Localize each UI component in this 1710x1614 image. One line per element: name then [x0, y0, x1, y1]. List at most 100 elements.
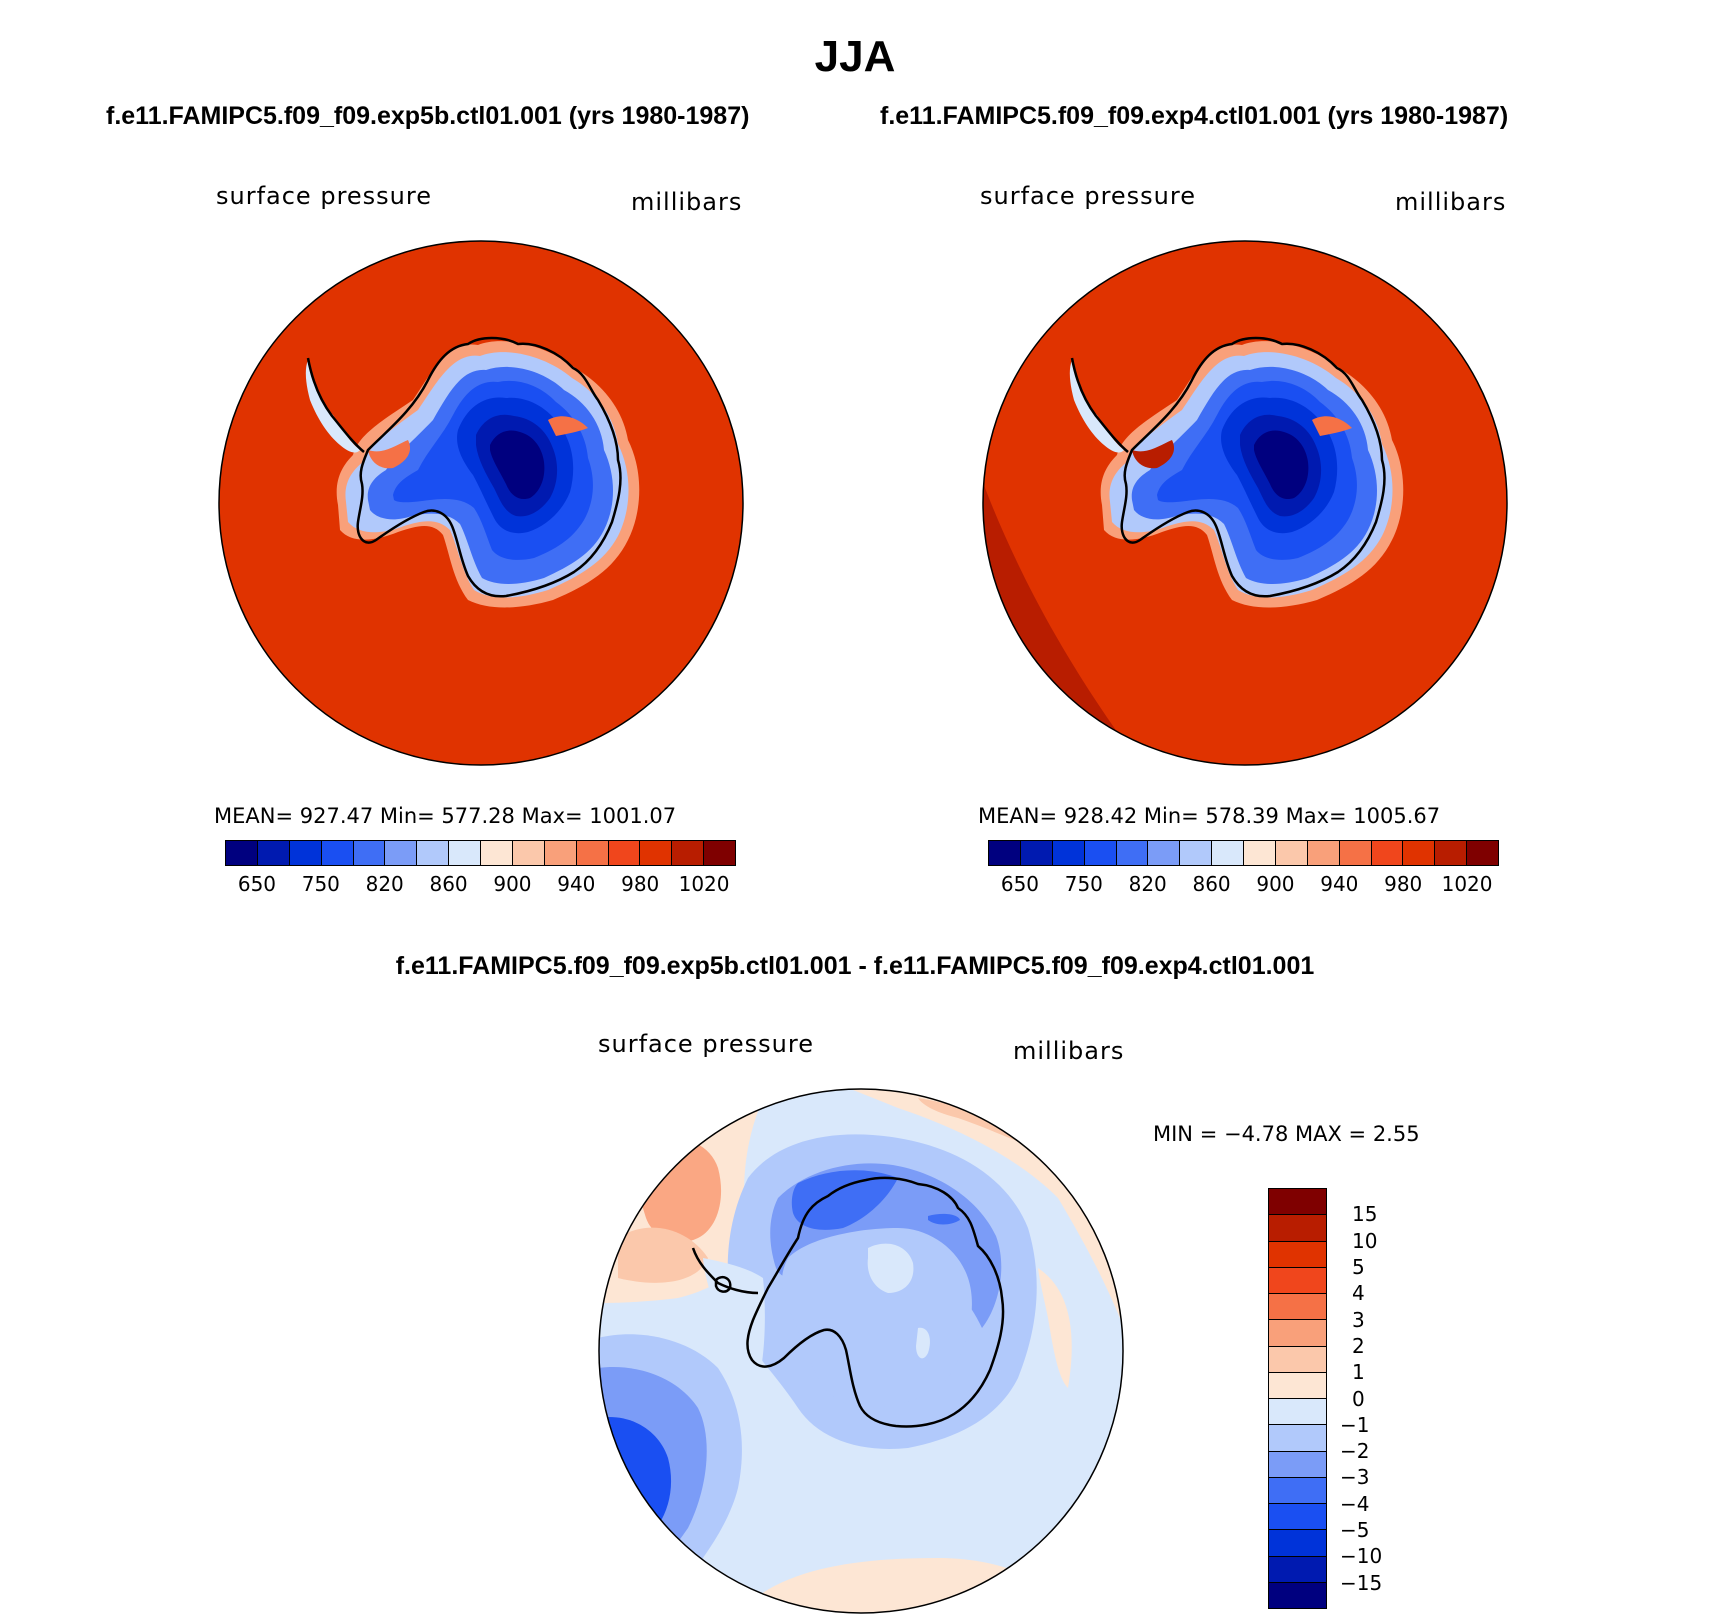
diff-colorbar-tick-label: 3 — [1352, 1307, 1365, 1332]
right-units-label: millibars — [1395, 188, 1507, 216]
right-colorbar-swatch — [1435, 841, 1468, 865]
right-colorbar-swatch — [989, 841, 1021, 865]
left-colorbar-swatch — [608, 841, 641, 865]
right-colorbar-tick-label: 1020 — [1441, 872, 1493, 896]
left-colorbar-swatch — [544, 841, 577, 865]
diff-colorbar-swatch — [1269, 1294, 1326, 1321]
diff-colorbar-swatch — [1269, 1582, 1326, 1608]
left-colorbar-tick-label: 940 — [557, 872, 596, 896]
left-colorbar-tick-label: 820 — [365, 872, 404, 896]
right-colorbar-swatch — [1020, 841, 1053, 865]
right-colorbar-swatch — [1307, 841, 1340, 865]
left-colorbar-swatch — [321, 841, 354, 865]
diff-colorbar-tick-label: −5 — [1340, 1518, 1370, 1543]
left-colorbar-swatch — [449, 841, 481, 865]
right-coastline — [1120, 336, 1386, 598]
diff-colorbar-swatch — [1269, 1372, 1326, 1399]
right-colorbar-swatch — [1116, 841, 1149, 865]
diff-colorbar-swatch — [1269, 1320, 1326, 1347]
left-colorbar-swatch — [640, 841, 673, 865]
diff-colorbar: 15 10 5 4 3 2 1 0 −1 −2 −3 −4 −5 −10 −15 — [1268, 1188, 1382, 1609]
right-colorbar: 650 750 820 860 900 940 980 1020 — [988, 840, 1499, 900]
left-colorbar-swatch — [512, 841, 545, 865]
diff-colorbar-swatch — [1269, 1504, 1326, 1531]
right-colorbar-swatch — [1212, 841, 1244, 865]
diff-colorbar-swatch — [1269, 1530, 1326, 1557]
diff-colorbar-tick-label: −2 — [1340, 1439, 1370, 1464]
diff-colorbar-tick-label: −4 — [1340, 1491, 1370, 1516]
diff-colorbar-swatch — [1269, 1425, 1326, 1452]
main-title: JJA — [814, 32, 896, 81]
diff-coastline — [746, 1176, 1005, 1428]
right-colorbar-tick-label: 820 — [1128, 872, 1167, 896]
left-polar-map — [218, 240, 744, 766]
diff-colorbar-tick-label: −15 — [1340, 1570, 1383, 1595]
diff-colorbar-tick-label: 5 — [1352, 1254, 1365, 1279]
diff-colorbar-swatch — [1269, 1399, 1326, 1426]
left-colorbar-tick-label: 650 — [237, 872, 277, 896]
right-colorbar-tick-label: 940 — [1320, 872, 1359, 896]
right-variable-label: surface pressure — [980, 182, 1196, 210]
right-colorbar-tick-label: 750 — [1064, 872, 1103, 896]
left-colorbar-swatch — [672, 841, 705, 865]
diff-units-label: millibars — [1013, 1037, 1125, 1065]
left-colorbar-swatch — [417, 841, 450, 865]
left-colorbar-tick-label: 980 — [621, 872, 660, 896]
right-colorbar-tick-label: 980 — [1384, 872, 1423, 896]
left-colorbar-swatch — [353, 841, 386, 865]
right-colorbar-swatch — [1180, 841, 1213, 865]
diff-colorbar-swatch — [1269, 1215, 1326, 1242]
diff-colorbar-swatch — [1269, 1241, 1326, 1268]
right-stats: MEAN= 928.42 Min= 578.39 Max= 1005.67 — [978, 804, 1441, 828]
diff-subtitle: f.e11.FAMIPC5.f09_f09.exp5b.ctl01.001 - … — [395, 952, 1315, 980]
left-stats: MEAN= 927.47 Min= 577.28 Max= 1001.07 — [214, 804, 677, 828]
diff-colorbar-tick-label: 1 — [1352, 1360, 1365, 1385]
right-colorbar-swatch — [1052, 841, 1085, 865]
left-colorbar-swatch — [226, 841, 258, 865]
right-colorbar-swatch — [1148, 841, 1181, 865]
right-colorbar-swatch — [1403, 841, 1436, 865]
right-polar-map — [982, 240, 1508, 766]
diff-polar-map — [598, 1088, 1124, 1614]
right-colorbar-swatch — [1339, 841, 1372, 865]
diff-colorbar-swatch — [1269, 1556, 1326, 1583]
right-colorbar-tick-label: 900 — [1256, 872, 1295, 896]
diff-colorbar-tick-label: 0 — [1352, 1386, 1365, 1411]
left-units-label: millibars — [631, 188, 743, 216]
left-colorbar-swatch — [704, 841, 735, 865]
left-coastline — [356, 336, 622, 598]
left-colorbar-swatch — [385, 841, 418, 865]
right-colorbar-tick-label: 650 — [1000, 872, 1040, 896]
left-colorbar: 650 750 820 860 900 940 980 1020 — [225, 840, 736, 900]
diff-colorbar-tick-label: −10 — [1340, 1544, 1383, 1569]
right-colorbar-swatch — [1467, 841, 1498, 865]
diff-colorbar-tick-label: 4 — [1352, 1281, 1365, 1306]
right-colorbar-swatch — [1084, 841, 1117, 865]
diff-colorbar-tick-label: −1 — [1340, 1412, 1370, 1437]
left-colorbar-swatch — [289, 841, 322, 865]
diff-colorbar-swatch — [1269, 1346, 1326, 1373]
left-colorbar-tick-label: 860 — [429, 872, 468, 896]
diff-colorbar-swatch — [1269, 1451, 1326, 1478]
diff-variable-label: surface pressure — [598, 1030, 814, 1058]
left-colorbar-tick-label: 750 — [301, 872, 340, 896]
diff-colorbar-swatch — [1269, 1477, 1326, 1504]
diff-colorbar-tick-label: −3 — [1340, 1465, 1370, 1490]
left-colorbar-tick-label: 1020 — [678, 872, 730, 896]
diff-colorbar-tick-label: 15 — [1352, 1202, 1378, 1227]
left-panel-subtitle: f.e11.FAMIPC5.f09_f09.exp5b.ctl01.001 (y… — [106, 102, 750, 130]
right-map-border — [982, 240, 1508, 766]
diff-stats: MIN = −4.78 MAX = 2.55 — [1153, 1122, 1420, 1146]
left-colorbar-swatch — [576, 841, 609, 865]
right-colorbar-tick-label: 860 — [1192, 872, 1231, 896]
left-colorbar-tick-label: 900 — [493, 872, 532, 896]
right-colorbar-swatch — [1371, 841, 1404, 865]
diff-colorbar-swatch — [1269, 1189, 1326, 1216]
left-colorbar-swatch — [481, 841, 513, 865]
right-panel-subtitle: f.e11.FAMIPC5.f09_f09.exp4.ctl01.001 (yr… — [880, 102, 1509, 130]
left-map-border — [218, 240, 744, 766]
diff-colorbar-tick-label: 2 — [1352, 1333, 1365, 1358]
right-colorbar-swatch — [1275, 841, 1308, 865]
left-variable-label: surface pressure — [216, 182, 432, 210]
right-colorbar-swatch — [1244, 841, 1276, 865]
